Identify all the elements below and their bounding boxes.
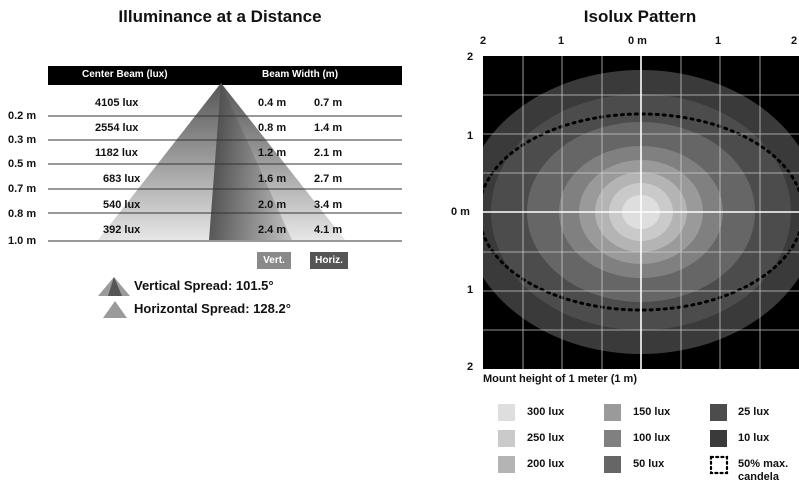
beam-width-header: Beam Width (m)	[262, 69, 339, 80]
legend-swatch-100	[604, 430, 621, 447]
vert-width-value: 1.2 m	[258, 147, 287, 159]
center-lux-value: 4105 lux	[95, 97, 139, 109]
legend-swatch-150	[604, 404, 621, 421]
legend-label: 200 lux	[527, 458, 565, 470]
beam-cone-graphic	[48, 83, 402, 242]
legend-label: 250 lux	[527, 432, 565, 444]
legend-swatch-10	[710, 430, 727, 447]
y-tick-label: 2	[467, 51, 474, 63]
vert-width-value: 1.6 m	[258, 173, 287, 185]
vertical-spread-cone	[209, 83, 292, 240]
legend-label-candela: candela	[738, 471, 779, 483]
legend-label: 50 lux	[633, 458, 665, 470]
x-tick-label: 2	[480, 35, 487, 47]
horiz-width-value: 2.1 m	[314, 147, 343, 159]
horiz-width-value: 0.7 m	[314, 97, 343, 109]
horiz-tag: Horiz.	[310, 252, 348, 269]
x-tick-label: 2	[791, 35, 798, 47]
horiz-width-value: 4.1 m	[314, 224, 343, 236]
legend-swatch-250	[498, 430, 515, 447]
distance-label: 0.3 m	[8, 134, 37, 146]
vert-width-value: 0.4 m	[258, 97, 287, 109]
plot-center-axes	[483, 56, 799, 369]
x-tick-label: 1	[715, 35, 722, 47]
horizontal-spread-label: Horizontal Spread: 128.2°	[134, 301, 291, 316]
distance-label: 1.0 m	[8, 235, 37, 247]
vert-tag: Vert.	[257, 252, 291, 269]
x-tick-label: 0 m	[628, 35, 647, 47]
legend-label: 150 lux	[633, 406, 671, 418]
legend-label: 10 lux	[738, 432, 770, 444]
mount-height-caption: Mount height of 1 meter (1 m)	[483, 373, 637, 385]
horizontal-spread-icon	[103, 301, 127, 318]
legend-label-candela: 50% max.	[738, 458, 789, 470]
vertical-spread-icon	[98, 277, 130, 296]
center-beam-header: Center Beam (lux)	[82, 69, 168, 80]
center-lux-value: 392 lux	[103, 224, 141, 236]
left-title: Illuminance at a Distance	[118, 7, 322, 26]
distance-label: 0.5 m	[8, 158, 37, 170]
vert-width-value: 2.0 m	[258, 199, 287, 211]
distance-label: 0.8 m	[8, 208, 37, 220]
y-tick-label: 1	[467, 284, 474, 296]
legend-label: 300 lux	[527, 406, 565, 418]
y-tick-label: 0 m	[451, 206, 470, 218]
horiz-width-value: 2.7 m	[314, 173, 343, 185]
x-tick-label: 1	[558, 35, 565, 47]
distance-label: 0.2 m	[8, 110, 37, 122]
center-lux-value: 1182 lux	[95, 147, 138, 159]
legend-swatch-50	[604, 456, 621, 473]
legend-swatch-300	[498, 404, 515, 421]
legend-swatch-candela	[709, 455, 729, 475]
legend-swatch-25	[710, 404, 727, 421]
center-lux-value: 2554 lux	[95, 122, 139, 134]
legend-label: 100 lux	[633, 432, 671, 444]
table-header: Center Beam (lux) Beam Width (m)	[48, 66, 402, 85]
horiz-width-value: 3.4 m	[314, 199, 343, 211]
center-lux-value: 540 lux	[103, 199, 141, 211]
vert-width-value: 2.4 m	[258, 224, 287, 236]
center-lux-value: 683 lux	[103, 173, 141, 185]
legend-label: 25 lux	[738, 406, 770, 418]
vertical-spread-label: Vertical Spread: 101.5°	[134, 278, 274, 293]
y-tick-label: 2	[467, 361, 474, 373]
horiz-width-value: 1.4 m	[314, 122, 343, 134]
distance-label: 0.7 m	[8, 183, 37, 195]
right-title: Isolux Pattern	[583, 7, 697, 26]
vert-width-value: 0.8 m	[258, 122, 287, 134]
isolux-plot	[483, 56, 799, 369]
legend-swatch-200	[498, 456, 515, 473]
y-tick-label: 1	[467, 130, 474, 142]
